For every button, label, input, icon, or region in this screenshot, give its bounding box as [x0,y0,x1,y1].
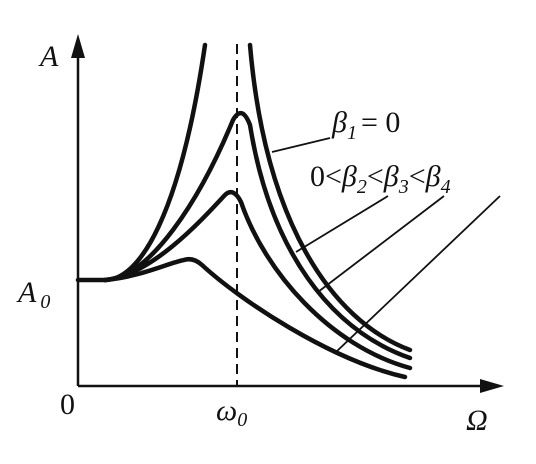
leader-beta2 [295,195,389,253]
symbol: β [383,160,399,193]
value: 0 [310,160,325,193]
leader-beta1 [271,137,331,153]
y-arrow [71,34,85,58]
x-level: ω0 [216,394,247,431]
curve-beta2 [102,110,413,361]
leader-beta4 [335,195,501,353]
operator: < [325,160,342,193]
symbol: β [331,106,347,139]
subscript: 0 [237,409,247,431]
subscript: 2 [357,176,367,198]
symbol: β [425,160,441,193]
operator: < [367,160,384,193]
subscript: 1 [347,122,357,144]
y-label: A [38,40,59,73]
subscript: 3 [398,176,409,198]
curve-beta4 [102,256,408,380]
curve-beta3 [102,189,413,371]
x-label: Ω [466,404,488,437]
subscript: 4 [441,176,451,198]
origin: 0 [60,388,75,421]
x-arrow [480,379,504,393]
undamped-curve-right [247,42,413,353]
legend-undamped: β1 = 0 [331,106,400,144]
symbol: β [341,160,357,193]
symbol: ω [216,394,237,427]
operator: < [409,160,426,193]
leader-beta3 [317,195,445,293]
symbol: A [16,276,37,309]
y-label-text: A [38,40,59,73]
legend-damped: 0<β2<β3<β4 [310,160,451,198]
undamped-curve-left [75,42,208,283]
subscript: 0 [40,291,50,313]
value: = 0 [361,106,400,139]
